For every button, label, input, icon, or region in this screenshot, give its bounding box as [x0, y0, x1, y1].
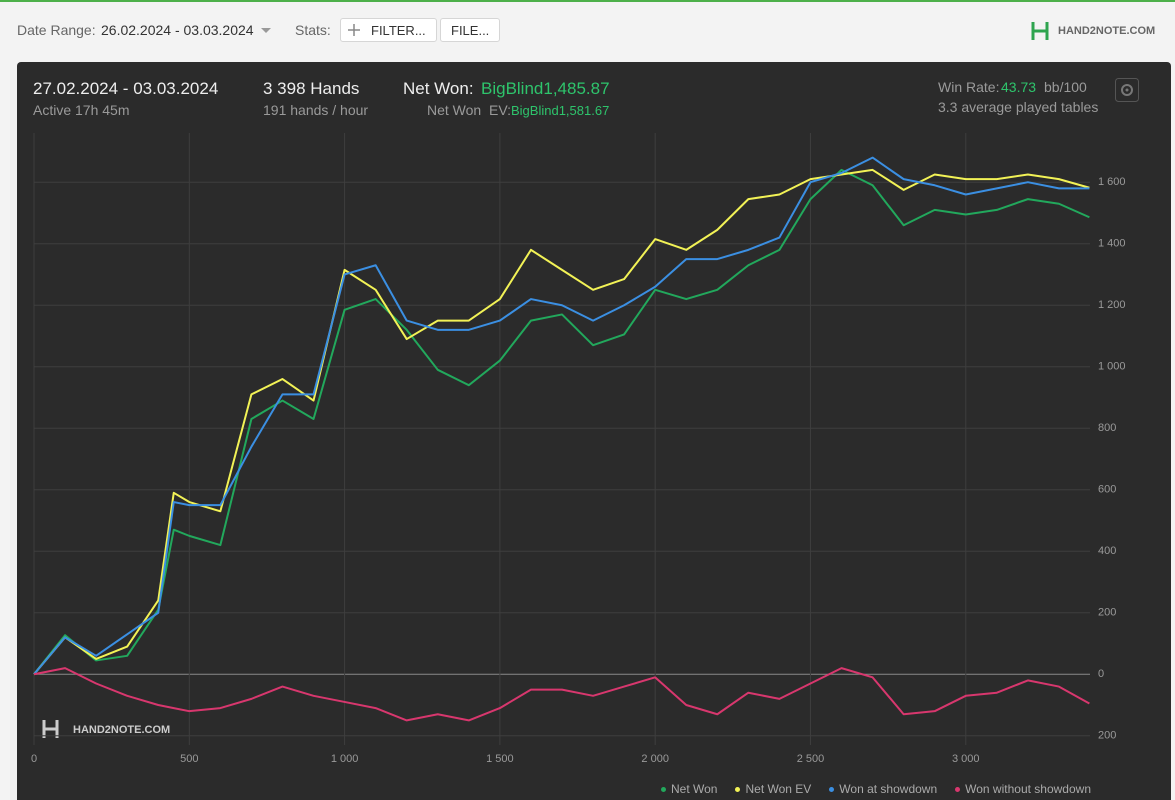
y-tick-label: 1 600 [1098, 176, 1126, 188]
plus-icon [348, 24, 360, 36]
watermark: HAND2NOTE.COM [73, 724, 170, 736]
legend-item[interactable]: Net Won EV [735, 782, 811, 800]
y-tick-label: 200 [1098, 607, 1116, 619]
legend: Net Won Net Won EV Won at showdown Won with… [661, 782, 1091, 800]
logo-icon [1031, 22, 1049, 40]
hands: 3 398 Hands [263, 79, 360, 98]
legend-dot [955, 787, 961, 793]
net-won-label: Net Won: [403, 79, 474, 98]
settings-button[interactable] [1115, 78, 1139, 102]
net-won-ev-label: Net Won EV: [427, 102, 512, 118]
y-tick-label: 0 [1098, 668, 1104, 680]
x-tick-label: 500 [180, 753, 198, 765]
legend-dot [661, 787, 667, 793]
stats-panel: 27.02.2024 - 03.03.2024 Active 17h 45m 3… [17, 62, 1171, 800]
stats-label: Stats: [295, 22, 331, 38]
legend-label: Won without showdown [965, 782, 1091, 796]
date-range[interactable]: 26.02.2024 - 03.03.2024 [101, 22, 254, 38]
legend-dot [829, 787, 835, 793]
series-line [33, 156, 1090, 675]
y-tick-label: 600 [1098, 484, 1116, 496]
net-won: BigBlind1,485.87 [481, 79, 610, 98]
date-range-label: Date Range: [17, 22, 96, 38]
y-tick-label: 800 [1098, 422, 1116, 434]
legend-item[interactable]: Net Won [661, 782, 717, 800]
legend-item[interactable]: Won at showdown [829, 782, 937, 800]
period: 27.02.2024 - 03.03.2024 [33, 79, 219, 98]
x-tick-label: 1 500 [486, 753, 514, 765]
watermark-icon [42, 720, 59, 738]
dropdown-arrow[interactable] [260, 27, 272, 35]
active-time: Active 17h 45m [33, 102, 130, 118]
file-button[interactable]: FILE... [440, 18, 501, 42]
x-tick-label: 3 000 [952, 753, 980, 765]
tables: 3.3 average played tables [938, 99, 1099, 115]
x-tick-label: 2 000 [641, 753, 669, 765]
series-line [33, 168, 1090, 675]
series-line [33, 168, 1090, 675]
legend-dot [735, 787, 741, 793]
hands-per-hour: 191 hands / hour [263, 102, 369, 118]
y-tick-label: 200 [1098, 730, 1116, 742]
legend-item[interactable]: Won without showdown [955, 782, 1091, 800]
win-rate-unit: bb/100 [1044, 79, 1087, 95]
logo: HAND2NOTE.COM [1058, 25, 1156, 37]
win-rate: 43.73 [1001, 79, 1037, 95]
chart: HAND2NOTE.COM 200 0 200 400 600 800 1 000 1 200… [31, 133, 1126, 765]
top-border [0, 0, 1175, 2]
net-won-ev: BigBlind1,581.67 [511, 103, 610, 118]
y-tick-label: 1 000 [1098, 361, 1126, 373]
win-rate-label: Win Rate: [938, 79, 1000, 95]
x-tick-label: 2 500 [797, 753, 825, 765]
legend-label: Net Won EV [745, 782, 812, 796]
y-tick-label: 1 200 [1098, 299, 1126, 311]
legend-label: Net Won [671, 782, 718, 796]
y-tick-label: 1 400 [1098, 238, 1126, 250]
x-tick-label: 0 [31, 753, 37, 765]
y-tick-label: 400 [1098, 545, 1116, 557]
series-line [33, 667, 1090, 722]
x-tick-label: 1 000 [331, 753, 359, 765]
legend-label: Won at showdown [839, 782, 938, 796]
